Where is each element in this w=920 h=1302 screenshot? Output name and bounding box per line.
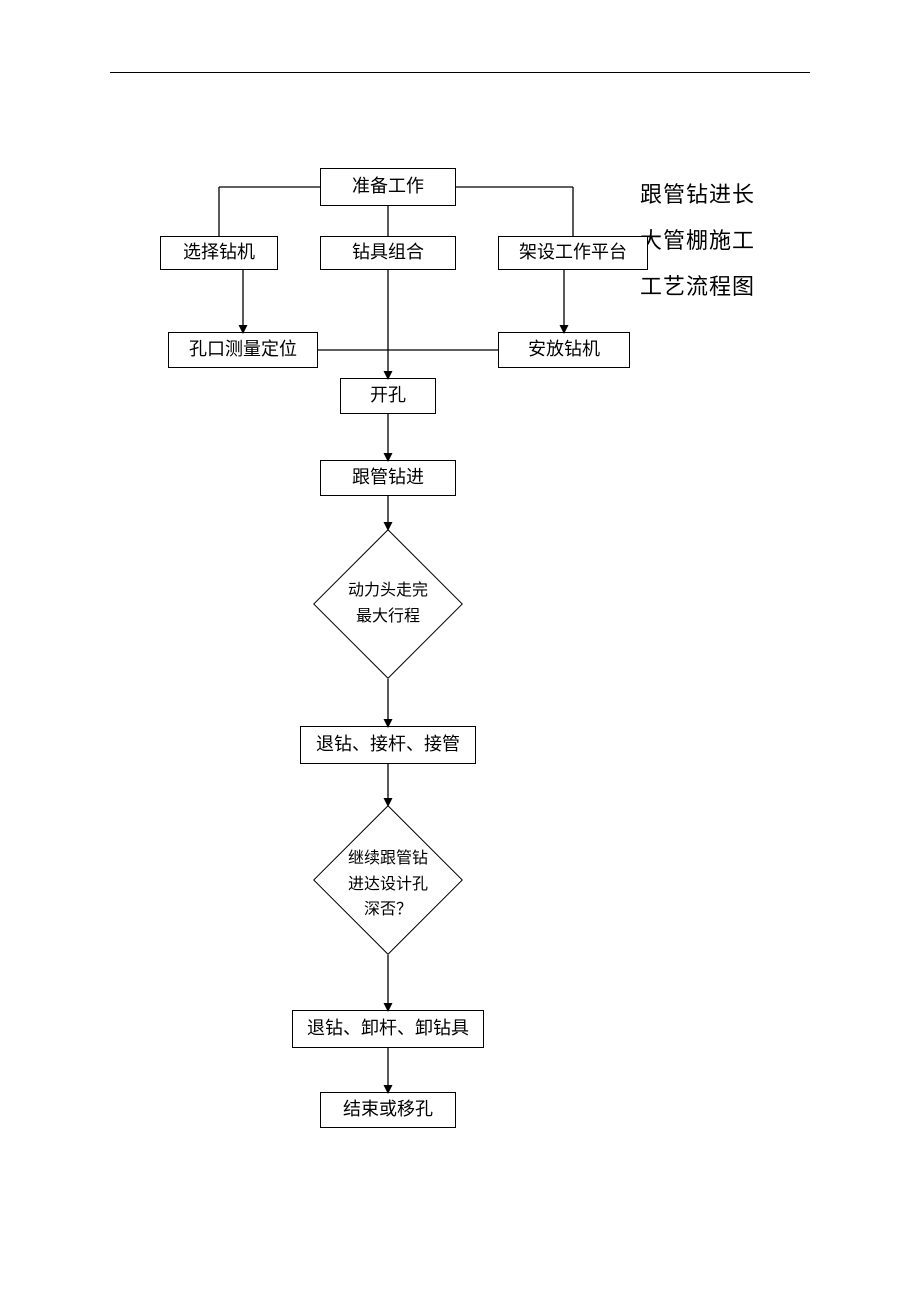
label-prepare: 准备工作: [352, 175, 424, 198]
connector-layer: [0, 0, 920, 1302]
box-pipe-drill: 跟管钻进: [320, 460, 456, 496]
label-tool-combo: 钻具组合: [352, 241, 424, 264]
d2-line3: 深否？: [364, 901, 412, 918]
title-line3: 工艺流程图: [640, 274, 755, 299]
label-select-drill: 选择钻机: [183, 241, 255, 264]
d1-line2: 最大行程: [356, 608, 420, 625]
box-platform: 架设工作平台: [498, 236, 648, 270]
box-tool-combo: 钻具组合: [320, 236, 456, 270]
title-line2: 大管棚施工: [640, 228, 755, 253]
d2-line2: 进达设计孔: [348, 876, 428, 893]
decision-continue-text: 继续跟管钻 进达设计孔 深否？: [313, 846, 463, 923]
label-retreat-connect: 退钻、接杆、接管: [316, 733, 460, 756]
box-retreat-connect: 退钻、接杆、接管: [300, 726, 476, 764]
box-hole-measure: 孔口测量定位: [168, 332, 318, 368]
d1-line1: 动力头走完: [348, 582, 428, 599]
title-line1: 跟管钻进长: [640, 182, 755, 207]
label-place-drill: 安放钻机: [528, 338, 600, 361]
label-pipe-drill: 跟管钻进: [352, 466, 424, 489]
flowchart-canvas: 跟管钻进长 大管棚施工 工艺流程图 准备工作 选择钻机 钻具组合 架设工作平台 …: [0, 0, 920, 1302]
box-retreat-unload: 退钻、卸杆、卸钻具: [292, 1010, 484, 1048]
box-end-move: 结束或移孔: [320, 1092, 456, 1128]
box-prepare: 准备工作: [320, 168, 456, 206]
d2-line1: 继续跟管钻: [348, 850, 428, 867]
box-place-drill: 安放钻机: [498, 332, 630, 368]
header-rule: [110, 72, 810, 73]
box-select-drill: 选择钻机: [160, 236, 278, 270]
diagram-title: 跟管钻进长 大管棚施工 工艺流程图: [640, 172, 755, 311]
label-platform: 架设工作平台: [519, 241, 627, 264]
label-hole-measure: 孔口测量定位: [189, 338, 297, 361]
label-end-move: 结束或移孔: [343, 1098, 433, 1121]
label-open-hole: 开孔: [370, 384, 406, 407]
label-retreat-unload: 退钻、卸杆、卸钻具: [307, 1017, 469, 1040]
decision-max-stroke-text: 动力头走完 最大行程: [313, 578, 463, 629]
box-open-hole: 开孔: [340, 378, 436, 414]
